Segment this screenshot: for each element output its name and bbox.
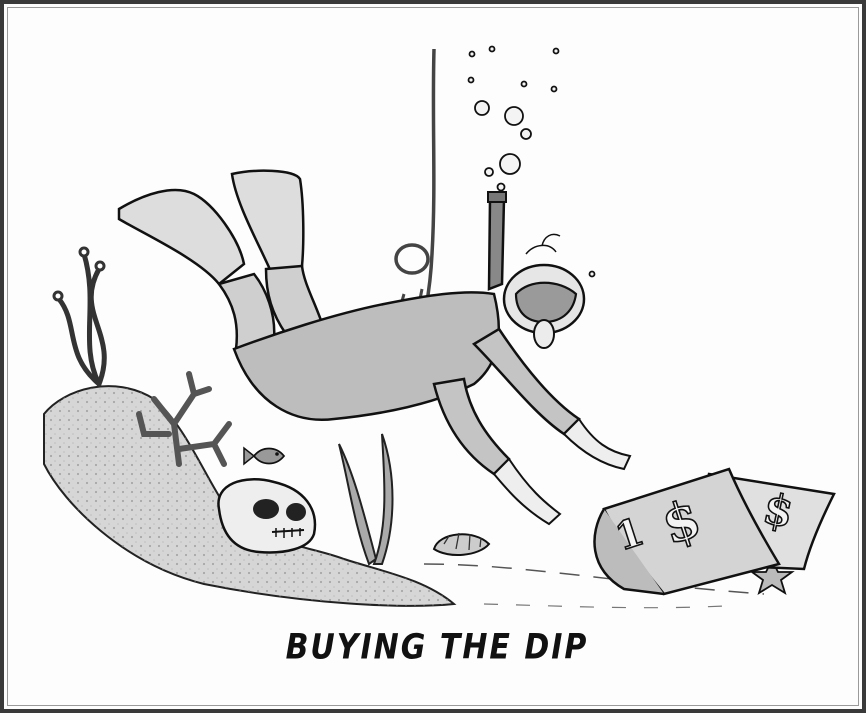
clam-shell xyxy=(432,532,491,556)
cartoon-illustration: $ 1 $ xyxy=(43,45,836,609)
fin-left xyxy=(117,188,246,286)
diver xyxy=(117,169,632,526)
seaweed-left xyxy=(52,246,107,387)
starfish xyxy=(749,557,795,596)
snorkel xyxy=(487,191,507,291)
dollar-bill-front xyxy=(593,467,781,596)
skull xyxy=(217,478,317,554)
fin-right xyxy=(230,169,305,276)
cartoon-caption: BUYING THE DIP xyxy=(285,627,589,668)
fish xyxy=(243,446,286,466)
coral xyxy=(136,371,232,467)
seaweed-middle xyxy=(338,433,394,566)
bubbles xyxy=(467,45,596,278)
